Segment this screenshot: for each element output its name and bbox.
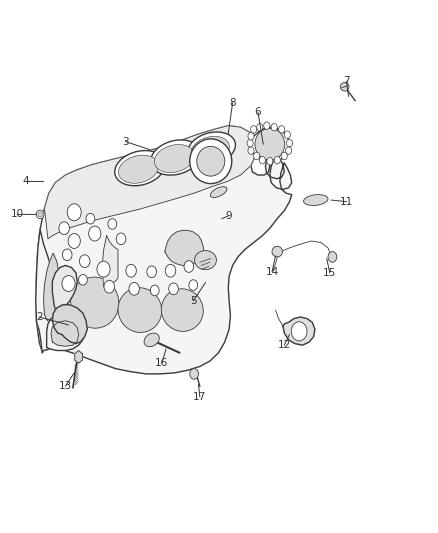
Ellipse shape [154,144,194,173]
Ellipse shape [71,277,119,328]
Text: 16: 16 [155,358,168,368]
Circle shape [247,133,254,140]
Circle shape [67,204,81,221]
Text: 12: 12 [277,340,290,350]
Ellipse shape [118,288,161,333]
Ellipse shape [194,251,216,270]
Text: 6: 6 [254,107,261,117]
Circle shape [188,280,197,290]
Circle shape [59,222,69,235]
Circle shape [165,264,175,277]
Polygon shape [51,321,78,346]
Circle shape [250,126,256,133]
Polygon shape [250,127,289,161]
Circle shape [271,124,277,131]
Ellipse shape [144,333,159,346]
Text: 17: 17 [193,392,206,402]
Text: 14: 14 [265,267,278,277]
Circle shape [266,158,272,165]
Ellipse shape [114,150,165,185]
Ellipse shape [118,155,158,183]
Circle shape [253,152,259,160]
Circle shape [86,213,95,224]
Circle shape [286,140,292,147]
Ellipse shape [38,212,42,217]
Text: 8: 8 [229,98,235,108]
Circle shape [108,219,117,229]
Circle shape [126,264,136,277]
Circle shape [62,276,75,292]
Text: 3: 3 [122,136,128,147]
Circle shape [104,280,114,293]
Text: 10: 10 [11,209,24,220]
Circle shape [247,140,253,147]
Ellipse shape [187,132,235,165]
Circle shape [327,252,336,262]
Circle shape [259,157,265,164]
Text: 7: 7 [343,77,349,86]
Polygon shape [35,229,60,353]
Text: 9: 9 [224,211,231,221]
Ellipse shape [150,140,201,175]
Text: 15: 15 [322,268,336,278]
Ellipse shape [339,83,348,91]
Ellipse shape [303,195,327,206]
Ellipse shape [196,147,224,176]
Polygon shape [102,236,118,287]
Circle shape [263,122,269,130]
Circle shape [247,147,254,155]
Ellipse shape [36,210,44,219]
Polygon shape [74,351,82,364]
Circle shape [88,226,101,241]
Circle shape [284,131,290,139]
Circle shape [285,147,291,155]
Polygon shape [164,230,204,265]
Circle shape [68,233,80,248]
Circle shape [256,124,262,131]
Polygon shape [283,317,314,345]
Ellipse shape [254,128,284,160]
Polygon shape [44,126,256,239]
Circle shape [147,266,156,278]
Circle shape [116,233,126,245]
Ellipse shape [189,139,231,183]
Circle shape [168,283,178,295]
Circle shape [97,261,110,277]
Circle shape [129,282,139,295]
Circle shape [62,249,72,261]
Circle shape [290,322,306,341]
Circle shape [189,368,198,379]
Ellipse shape [161,289,203,332]
Text: 4: 4 [23,176,29,187]
Circle shape [150,285,159,296]
Circle shape [281,152,287,160]
Polygon shape [43,253,58,325]
Circle shape [184,261,193,272]
Ellipse shape [191,136,229,163]
Text: 11: 11 [339,197,352,207]
Circle shape [278,126,284,133]
Polygon shape [46,313,85,351]
Text: 5: 5 [190,296,196,306]
Circle shape [79,255,90,268]
Polygon shape [52,265,77,314]
Text: 13: 13 [59,381,72,391]
Text: 2: 2 [36,312,42,322]
Circle shape [274,157,280,164]
Ellipse shape [210,187,226,198]
Circle shape [78,274,87,285]
Ellipse shape [272,246,282,257]
Polygon shape [35,126,291,374]
Polygon shape [52,305,87,344]
